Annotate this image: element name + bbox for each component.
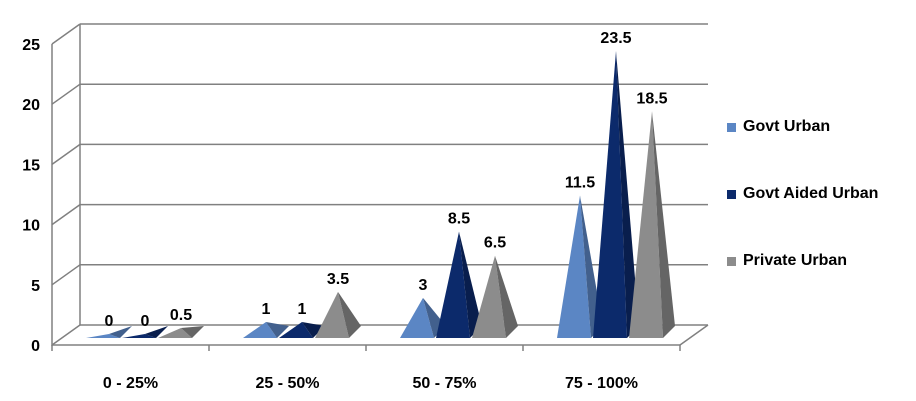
- pyramid-front-face: [557, 195, 591, 338]
- pyramid-front-face: [593, 51, 627, 339]
- legend-item-govt-urban: Govt Urban: [727, 112, 912, 142]
- legend-swatch-private-urban: [727, 256, 736, 266]
- legend-label-govt-urban: Govt Urban: [743, 118, 831, 135]
- data-label: 0: [141, 313, 150, 330]
- gridline-side: [51, 203, 81, 226]
- pyramid-side-face: [109, 326, 132, 338]
- pyramid-side-face: [302, 321, 325, 338]
- data-label: 11.5: [565, 175, 595, 192]
- legend-label-private-urban: Private Urban: [743, 252, 848, 269]
- gridline-side: [51, 264, 81, 286]
- pyramid-side-face: [266, 321, 289, 338]
- data-label: 0.5: [170, 307, 192, 324]
- pyramid-front-face: [315, 291, 349, 338]
- y-tick-label: 5: [31, 278, 40, 295]
- pyramid-side-face: [338, 291, 361, 338]
- floor-right-edge: [679, 324, 709, 346]
- x-tick-label: 75 - 100%: [565, 375, 638, 392]
- pyramid-front-face: [436, 231, 470, 338]
- pyramid-govt-aided-urban: [593, 51, 639, 339]
- gridline-side: [51, 23, 81, 45]
- gridline-side: [51, 83, 81, 105]
- data-label: 3: [419, 277, 428, 294]
- pyramid-govt-aided-urban: [122, 326, 168, 338]
- y-tick-label: 15: [22, 157, 40, 174]
- data-label: 0: [105, 313, 114, 330]
- pyramid-front-face: [158, 327, 192, 338]
- data-label: 1: [262, 301, 271, 318]
- gridline-side: [51, 324, 81, 346]
- pyramid-front-face: [279, 321, 313, 338]
- pyramid-govt-aided-urban: [436, 231, 482, 338]
- pyramid-front-face: [86, 334, 120, 338]
- pyramid-private-urban: [472, 255, 518, 338]
- y-tick-label: 10: [22, 218, 40, 235]
- y-tick-label: 20: [22, 97, 40, 114]
- chart-legend: Govt Urban Govt Aided Urban Private Urba…: [727, 112, 912, 313]
- pyramid-front-face: [629, 111, 663, 338]
- y-tick-label: 0: [31, 338, 40, 355]
- pyramid-private-urban: [158, 326, 204, 338]
- data-label: 8.5: [448, 211, 470, 228]
- pyramid-side-face: [616, 51, 639, 339]
- legend-item-govt-aided-urban: Govt Aided Urban: [727, 179, 912, 209]
- pyramid-private-urban: [315, 291, 361, 338]
- x-tick-label: 0 - 25%: [103, 375, 158, 392]
- data-labels: 0 0 0.5 1 1 3.5 3 8.5 6.5 11.5 23.5 18.5: [105, 30, 668, 330]
- legend-label-govt-aided-urban: Govt Aided Urban: [743, 185, 879, 202]
- pyramid-private-urban: [629, 111, 675, 338]
- pyramid-govt-urban: [86, 326, 132, 338]
- legend-swatch-govt-urban: [727, 122, 736, 132]
- y-tick-label: 25: [22, 37, 40, 54]
- data-label: 3.5: [327, 271, 349, 288]
- pyramid-govt-aided-urban: [279, 321, 325, 338]
- pyramid-side-face: [181, 326, 204, 338]
- pyramid-side-face: [652, 111, 675, 338]
- pyramid-front-face: [243, 321, 277, 338]
- data-label: 6.5: [484, 235, 506, 252]
- pyramid-side-face: [495, 255, 518, 338]
- pyramids: [86, 51, 675, 339]
- x-tick-label: 50 - 75%: [412, 375, 476, 392]
- pyramid-side-face: [459, 231, 482, 338]
- pyramid-front-face: [400, 297, 434, 338]
- legend-item-private-urban: Private Urban: [727, 246, 912, 276]
- pyramid-govt-urban: [243, 321, 289, 338]
- x-tick-label: 25 - 50%: [255, 375, 319, 392]
- legend-swatch-govt-aided-urban: [727, 189, 736, 199]
- pyramid-front-face: [472, 255, 506, 338]
- data-label: 23.5: [600, 30, 631, 47]
- pyramid-side-face: [145, 326, 168, 338]
- gridline-side: [51, 143, 81, 166]
- data-label: 18.5: [636, 90, 667, 107]
- pyramid-front-face: [122, 334, 156, 338]
- data-label: 1: [298, 301, 307, 318]
